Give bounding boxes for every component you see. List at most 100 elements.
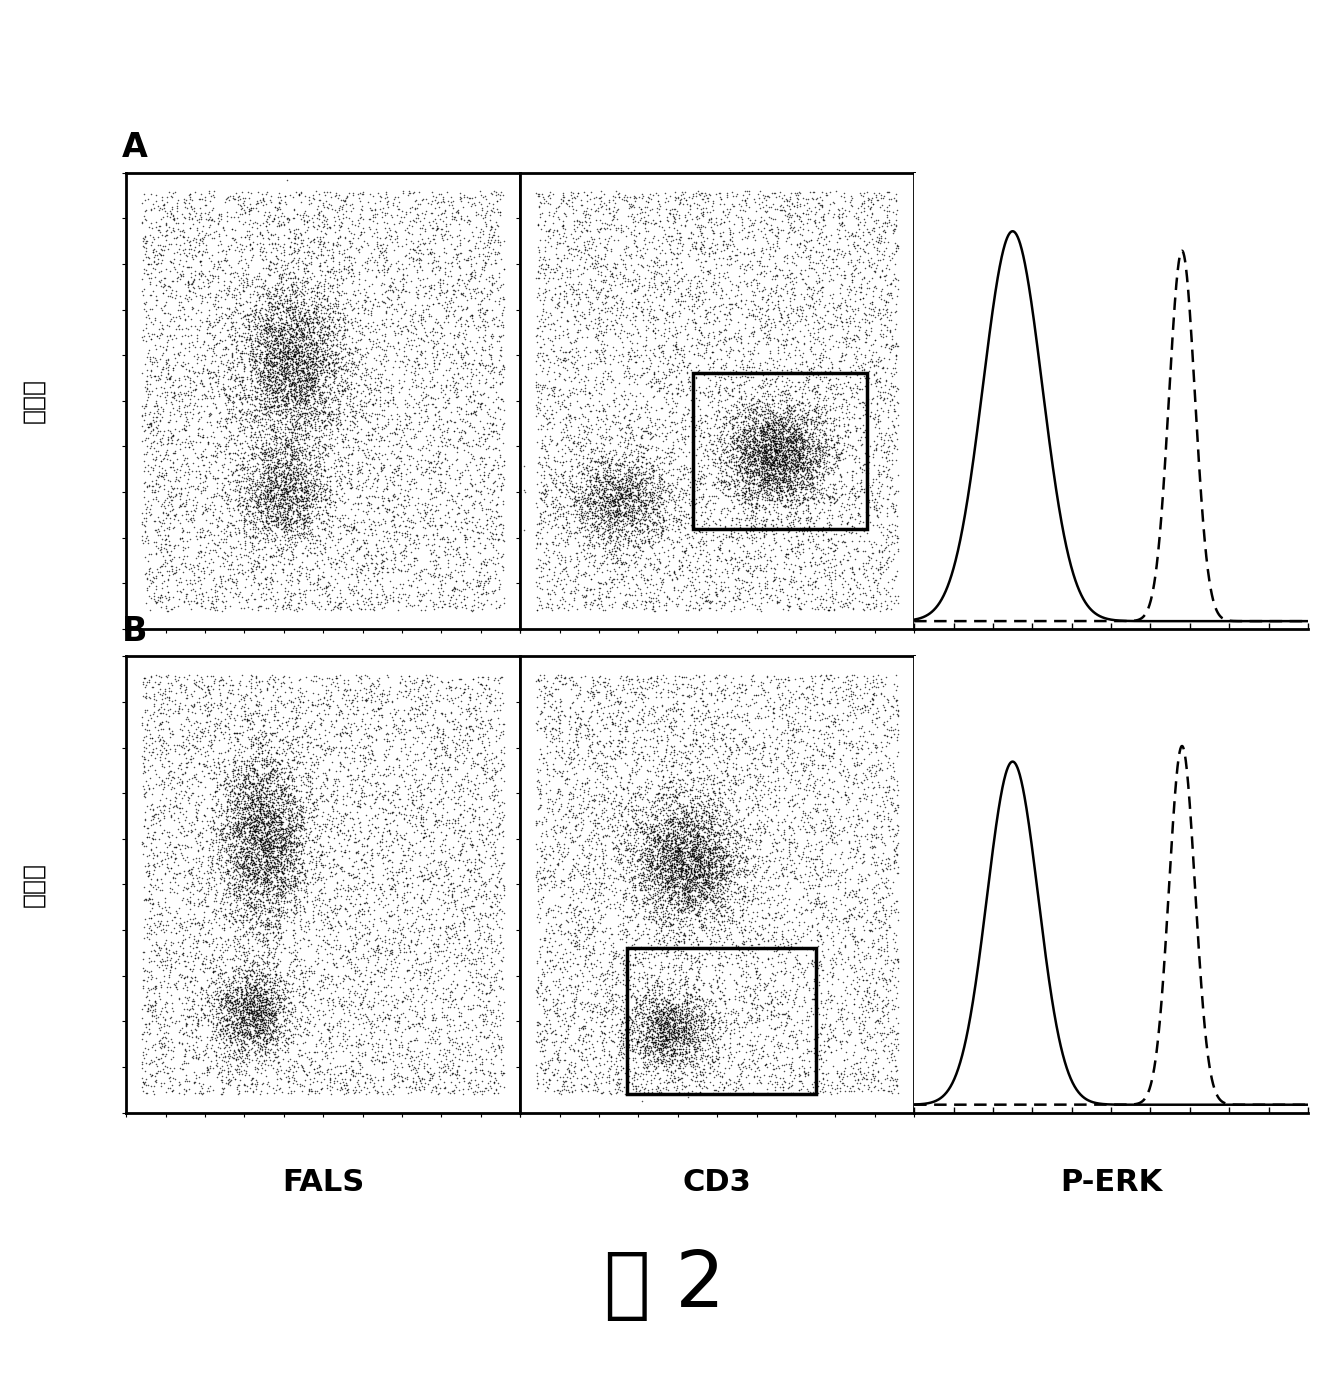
- Point: [422, 460, 444, 482]
- Point: [227, 1061, 248, 1083]
- Point: [866, 668, 887, 690]
- Point: [660, 867, 681, 889]
- Point: [764, 697, 785, 719]
- Point: [774, 415, 795, 437]
- Point: [420, 851, 441, 873]
- Point: [839, 507, 861, 529]
- Point: [706, 437, 728, 459]
- Point: [474, 1077, 495, 1099]
- Point: [242, 853, 263, 875]
- Point: [760, 477, 781, 499]
- Point: [207, 375, 228, 397]
- Point: [493, 517, 514, 539]
- Point: [644, 471, 665, 493]
- Point: [652, 998, 673, 1020]
- Point: [315, 348, 336, 370]
- Point: [290, 334, 311, 357]
- Point: [349, 314, 371, 336]
- Point: [708, 538, 729, 560]
- Point: [282, 384, 303, 406]
- Point: [481, 420, 502, 442]
- Point: [883, 1045, 904, 1067]
- Point: [653, 860, 675, 882]
- Point: [274, 485, 295, 507]
- Point: [738, 404, 760, 426]
- Point: [807, 390, 829, 412]
- Point: [151, 243, 173, 265]
- Point: [260, 571, 282, 593]
- Point: [640, 1020, 661, 1042]
- Point: [663, 755, 684, 777]
- Point: [668, 290, 689, 312]
- Point: [542, 404, 563, 426]
- Point: [185, 763, 206, 785]
- Point: [778, 833, 799, 855]
- Point: [663, 803, 684, 825]
- Point: [282, 524, 303, 546]
- Point: [718, 855, 740, 878]
- Point: [692, 806, 713, 828]
- Point: [207, 213, 228, 235]
- Point: [282, 359, 303, 381]
- Point: [271, 496, 292, 518]
- Point: [594, 697, 615, 719]
- Point: [608, 401, 629, 423]
- Point: [239, 900, 260, 922]
- Point: [772, 446, 793, 468]
- Point: [299, 406, 320, 428]
- Point: [197, 814, 218, 836]
- Point: [750, 220, 772, 242]
- Point: [768, 811, 789, 833]
- Point: [655, 1036, 676, 1059]
- Point: [805, 862, 826, 884]
- Point: [887, 996, 908, 1019]
- Point: [709, 862, 730, 884]
- Point: [256, 1016, 278, 1038]
- Point: [275, 184, 296, 206]
- Point: [268, 359, 290, 381]
- Point: [412, 904, 433, 926]
- Point: [231, 307, 252, 329]
- Point: [224, 927, 246, 949]
- Point: [351, 417, 372, 439]
- Point: [655, 837, 676, 860]
- Point: [266, 343, 287, 365]
- Point: [268, 451, 290, 473]
- Point: [672, 684, 693, 706]
- Point: [246, 793, 267, 815]
- Point: [594, 218, 615, 240]
- Point: [426, 192, 448, 214]
- Point: [258, 730, 279, 752]
- Point: [317, 987, 339, 1009]
- Point: [619, 486, 640, 509]
- Point: [243, 460, 264, 482]
- Point: [649, 481, 671, 503]
- Point: [835, 446, 857, 468]
- Point: [380, 254, 401, 276]
- Point: [802, 449, 823, 471]
- Point: [271, 492, 292, 514]
- Point: [205, 959, 226, 981]
- Point: [811, 931, 833, 954]
- Point: [693, 236, 714, 258]
- Point: [616, 304, 637, 326]
- Point: [758, 695, 780, 717]
- Point: [760, 282, 781, 304]
- Point: [471, 1082, 493, 1104]
- Point: [259, 855, 280, 878]
- Point: [333, 404, 355, 426]
- Point: [271, 332, 292, 354]
- Point: [264, 666, 286, 688]
- Point: [263, 304, 284, 326]
- Point: [822, 463, 843, 485]
- Point: [247, 983, 268, 1005]
- Point: [665, 849, 687, 871]
- Point: [530, 716, 551, 738]
- Point: [718, 293, 740, 315]
- Point: [750, 871, 772, 893]
- Point: [781, 934, 802, 956]
- Point: [620, 477, 641, 499]
- Point: [728, 456, 749, 478]
- Point: [355, 587, 376, 609]
- Point: [853, 1020, 874, 1042]
